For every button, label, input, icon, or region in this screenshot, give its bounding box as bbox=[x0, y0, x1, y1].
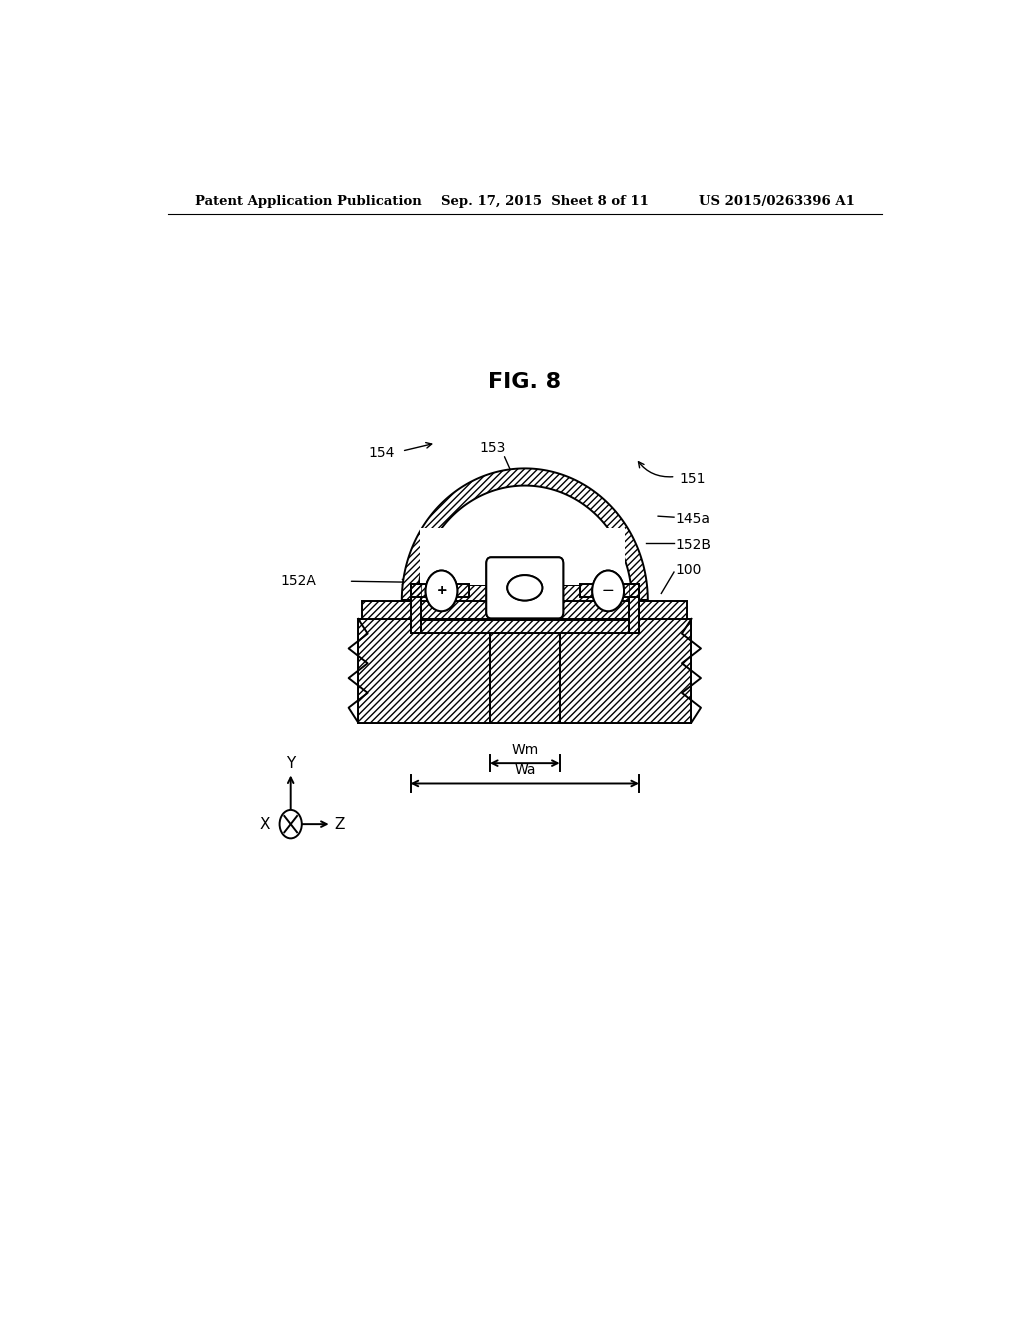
Bar bbox=[420, 585, 630, 601]
Bar bbox=[411, 619, 466, 634]
Text: Z: Z bbox=[334, 817, 344, 832]
Bar bbox=[358, 619, 691, 722]
Text: 154: 154 bbox=[369, 446, 395, 461]
Text: FIG. 8: FIG. 8 bbox=[488, 372, 561, 392]
Bar bbox=[581, 585, 639, 598]
Bar bbox=[411, 585, 469, 598]
Bar bbox=[411, 585, 421, 634]
Text: Patent Application Publication: Patent Application Publication bbox=[196, 194, 422, 207]
Circle shape bbox=[592, 570, 624, 611]
Text: Wm: Wm bbox=[511, 743, 539, 756]
Text: +: + bbox=[436, 585, 446, 598]
Circle shape bbox=[426, 570, 458, 611]
Bar bbox=[584, 619, 639, 634]
Bar bbox=[629, 585, 639, 634]
Bar bbox=[489, 619, 560, 722]
Circle shape bbox=[280, 810, 302, 838]
Bar bbox=[420, 585, 630, 601]
Bar bbox=[581, 585, 639, 598]
Ellipse shape bbox=[507, 576, 543, 601]
Text: 153: 153 bbox=[480, 441, 506, 455]
Ellipse shape bbox=[507, 576, 543, 601]
Bar bbox=[411, 619, 466, 634]
Bar bbox=[629, 585, 639, 634]
Text: X: X bbox=[259, 817, 270, 832]
Text: Y: Y bbox=[286, 755, 295, 771]
Text: US 2015/0263396 A1: US 2015/0263396 A1 bbox=[699, 194, 855, 207]
Polygon shape bbox=[418, 486, 632, 601]
Text: Sep. 17, 2015  Sheet 8 of 11: Sep. 17, 2015 Sheet 8 of 11 bbox=[441, 194, 649, 207]
Bar bbox=[411, 585, 469, 598]
Text: 100: 100 bbox=[676, 564, 702, 577]
Text: −: − bbox=[602, 583, 614, 598]
Bar bbox=[362, 601, 687, 619]
Text: 152A: 152A bbox=[281, 574, 316, 589]
Bar bbox=[420, 528, 625, 585]
Text: −: − bbox=[602, 583, 614, 598]
FancyBboxPatch shape bbox=[486, 557, 563, 618]
Bar bbox=[411, 585, 421, 634]
Text: 145a: 145a bbox=[676, 512, 711, 527]
Text: +: + bbox=[436, 585, 446, 598]
Text: 151: 151 bbox=[680, 471, 707, 486]
Bar bbox=[358, 619, 691, 722]
Bar bbox=[362, 601, 687, 619]
Bar bbox=[489, 619, 560, 722]
FancyBboxPatch shape bbox=[486, 557, 563, 618]
Bar bbox=[421, 620, 629, 634]
Text: 152B: 152B bbox=[676, 537, 712, 552]
Circle shape bbox=[592, 570, 624, 611]
Circle shape bbox=[426, 570, 458, 611]
Bar bbox=[584, 619, 639, 634]
Text: Wa: Wa bbox=[514, 763, 536, 777]
Polygon shape bbox=[401, 469, 648, 601]
Bar bbox=[421, 620, 629, 634]
